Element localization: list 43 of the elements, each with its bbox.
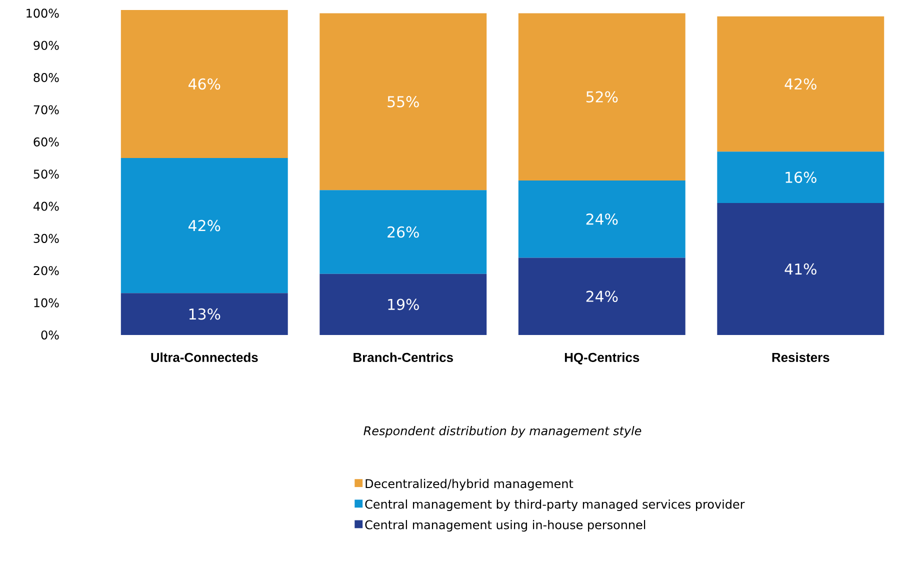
data-label: 19% bbox=[388, 298, 419, 310]
data-label: 16% bbox=[786, 172, 816, 183]
bar bbox=[518, 258, 686, 335]
x-tick-label: Branch-Centrics bbox=[354, 352, 453, 362]
y-tick-label: 80% bbox=[34, 73, 59, 82]
x-tick-label: Ultra-Connecteds bbox=[151, 352, 258, 362]
data-label: 24% bbox=[586, 290, 618, 302]
y-tick-label: 0% bbox=[41, 330, 59, 340]
data-label: 24% bbox=[586, 213, 618, 225]
data-label: 52% bbox=[586, 91, 618, 103]
bar bbox=[320, 13, 487, 190]
y-tick-label: 10% bbox=[34, 298, 59, 308]
bar bbox=[120, 293, 288, 335]
bar bbox=[518, 13, 686, 181]
y-tick-label: 100% bbox=[26, 8, 59, 18]
bar bbox=[120, 158, 288, 294]
data-label: 41% bbox=[784, 263, 816, 275]
bar bbox=[320, 190, 487, 274]
y-tick-label: 30% bbox=[34, 234, 59, 243]
y-tick-label: 60% bbox=[34, 137, 59, 146]
bar bbox=[717, 203, 884, 335]
bar bbox=[518, 180, 686, 258]
legend-label: Central management by third-party managed services provider bbox=[365, 499, 745, 512]
data-label: 42% bbox=[784, 78, 816, 90]
data-label: 55% bbox=[388, 96, 419, 108]
legend-label: Central management using in-house personnel bbox=[365, 520, 646, 532]
bar bbox=[120, 10, 288, 158]
y-tick-label: 70% bbox=[34, 105, 59, 114]
data-label: 13% bbox=[189, 308, 220, 320]
bar bbox=[320, 274, 487, 335]
data-label: 46% bbox=[188, 78, 220, 90]
y-tick-label: 90% bbox=[34, 40, 59, 50]
y-tick-label: 50% bbox=[34, 170, 59, 179]
text: Respondent distribution by management style bbox=[364, 426, 642, 438]
y-tick-label: 40% bbox=[33, 202, 59, 211]
x-tick-label: HQ-Centrics bbox=[564, 352, 640, 364]
bar bbox=[717, 152, 884, 204]
legend-label: Decentralized/hybrid management bbox=[366, 478, 574, 490]
y-tick-label: 20% bbox=[34, 266, 59, 276]
bar bbox=[717, 16, 884, 152]
data-label: 42% bbox=[188, 220, 220, 232]
x-tick-label: Resisters bbox=[772, 352, 830, 362]
data-label: 26% bbox=[388, 226, 419, 238]
